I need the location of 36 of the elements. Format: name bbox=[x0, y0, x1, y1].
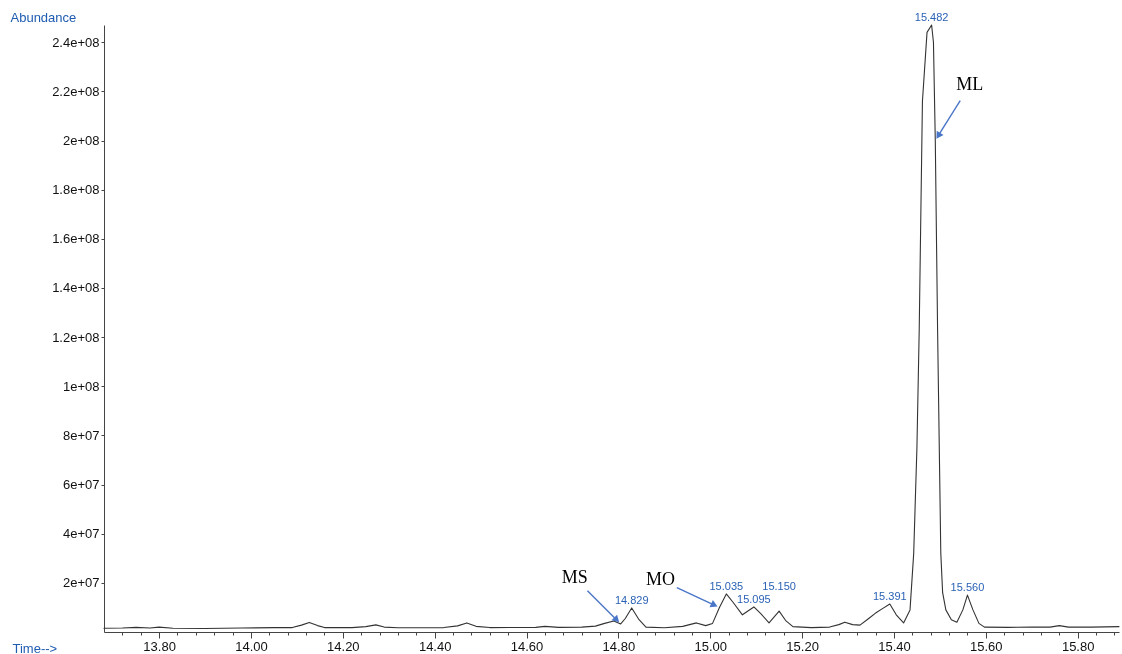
y-tick-label: 2e+08 bbox=[62, 133, 100, 148]
annotation: 15.482 bbox=[914, 11, 949, 23]
annotation: ML bbox=[956, 74, 984, 95]
line-series bbox=[103, 24, 1120, 630]
annotation: MS bbox=[561, 566, 588, 587]
annotation: 14.829 bbox=[614, 593, 649, 606]
x-tick-label: 14.00 bbox=[235, 638, 268, 654]
annotation: 15.150 bbox=[762, 579, 796, 592]
y-tick-label: 2.2e+08 bbox=[52, 83, 100, 99]
y-tick-label: 6e+07 bbox=[62, 477, 100, 493]
x-tick-label: 14.20 bbox=[327, 638, 360, 654]
x-tick-label: 15.80 bbox=[1061, 638, 1095, 654]
y-tick-label: 1e+08 bbox=[62, 378, 100, 394]
y-tick-label: 1.4e+08 bbox=[52, 280, 100, 296]
y-tick-label: 4e+07 bbox=[62, 526, 100, 542]
x-tick-label: 14.60 bbox=[510, 638, 544, 654]
annotation: 15.391 bbox=[872, 589, 907, 602]
annotation: 15.560 bbox=[950, 581, 985, 594]
y-tick-label: 1.2e+08 bbox=[52, 329, 100, 345]
x-tick-label: 15.40 bbox=[878, 638, 911, 654]
x-tick-label: 15.60 bbox=[970, 638, 1003, 654]
annotation: MO bbox=[646, 568, 676, 589]
y-tick-label: 2e+07 bbox=[62, 575, 100, 591]
x-axis-title: Time--> bbox=[12, 640, 58, 654]
y-axis-title: Abundance bbox=[10, 9, 77, 25]
y-tick-label: 1.8e+08 bbox=[52, 182, 100, 198]
x-tick-label: 13.80 bbox=[143, 638, 176, 654]
y-tick-label: 1.6e+08 bbox=[52, 231, 100, 247]
x-tick-label: 14.80 bbox=[602, 638, 636, 654]
x-tick-label: 15.20 bbox=[786, 638, 819, 654]
x-tick-label: 14.40 bbox=[418, 638, 452, 654]
annotation: 15.035 bbox=[709, 579, 744, 592]
y-tick-label: 8e+07 bbox=[62, 427, 100, 443]
y-tick-label: 2.4e+08 bbox=[52, 34, 100, 50]
annotation: 15.095 bbox=[737, 592, 771, 605]
x-tick-label: 15.00 bbox=[694, 638, 728, 654]
